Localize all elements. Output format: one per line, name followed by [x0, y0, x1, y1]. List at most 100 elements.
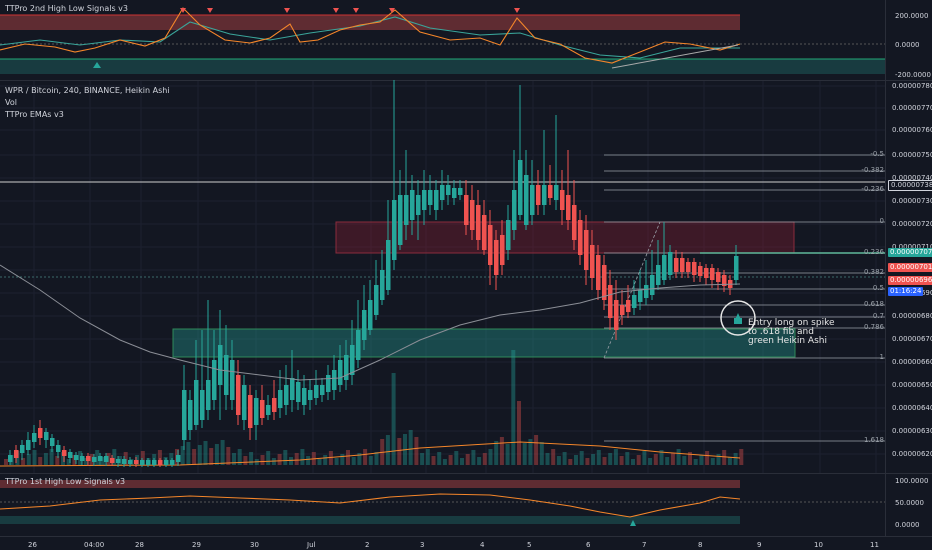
price-axis-tick: 0.00000620: [892, 450, 932, 458]
volume-bar: [140, 451, 145, 465]
entry-highlight-circle: [720, 300, 756, 336]
bearish-candle: [482, 215, 487, 250]
top-indicator-title[interactable]: TTPro 2nd High Low Signals v3: [5, 4, 128, 13]
volume-bar: [21, 458, 26, 465]
bullish-candle: [164, 460, 169, 465]
fib-level-label: 0.382: [863, 268, 884, 276]
time-axis-tick: 3: [420, 541, 425, 549]
time-axis-tick: 29: [192, 541, 201, 549]
bottom-indicator-title[interactable]: TTPro 1st High Low Signals v3: [5, 477, 126, 486]
volume-bar: [562, 452, 567, 465]
volume-bar: [385, 435, 390, 465]
bullish-candle: [56, 445, 61, 452]
time-axis-tick: 9: [757, 541, 762, 549]
bullish-candle: [218, 345, 223, 385]
bearish-candle: [494, 240, 499, 275]
volume-label[interactable]: Vol: [5, 98, 17, 107]
volume-bar: [66, 459, 71, 465]
fib-level-label: 1.618: [863, 436, 884, 444]
bullish-candle: [212, 360, 217, 400]
bearish-candle: [626, 300, 631, 312]
bullish-candle: [524, 175, 529, 225]
bearish-candle: [710, 268, 715, 280]
bullish-candle: [308, 390, 313, 400]
bottom-axis-tick: 100.0000: [895, 477, 929, 485]
volume-bar: [169, 453, 174, 465]
volume-bar: [334, 458, 339, 465]
volume-bar: [505, 444, 510, 465]
volume-bar: [397, 438, 402, 465]
top-indicator-pane[interactable]: [0, 0, 885, 80]
sell-signal-marker: [389, 8, 395, 13]
bullish-candle: [224, 355, 229, 395]
main-symbol-title[interactable]: WPR / Bitcoin, 240, BINANCE, Heikin Ashi: [5, 86, 170, 95]
volume-bar: [591, 454, 596, 465]
bullish-candle: [146, 460, 151, 465]
volume-bar: [613, 449, 618, 465]
volume-bar: [716, 454, 721, 465]
bullish-candle: [554, 185, 559, 200]
volume-bar: [214, 444, 219, 465]
volume-bar: [733, 453, 738, 465]
fib-trend-line: [603, 221, 661, 359]
bullish-candle: [374, 285, 379, 315]
buy-signal-marker: [630, 520, 636, 526]
price-axis-tick: 0.00000670: [892, 335, 932, 343]
bullish-candle: [518, 160, 523, 215]
volume-bar: [636, 455, 641, 465]
bottom-indicator-pane[interactable]: [0, 474, 885, 536]
volume-bar: [363, 449, 368, 465]
bullish-candle: [206, 380, 211, 410]
pane-divider[interactable]: [0, 473, 932, 474]
oversold-zone: [0, 59, 885, 74]
bullish-candle: [434, 190, 439, 210]
time-axis-tick: Jul: [307, 541, 316, 549]
fib-level-label: -0.5: [870, 150, 884, 158]
volume-bar: [460, 458, 464, 465]
volume-bar: [442, 459, 447, 465]
fib-level-label: 0.618: [863, 300, 884, 308]
overbought-zone: [0, 480, 740, 488]
volume-bar: [665, 457, 670, 465]
volume-bar: [545, 453, 550, 465]
bearish-candle: [476, 205, 481, 240]
volume-bar: [579, 451, 584, 465]
volume-bar: [631, 459, 635, 465]
volume-bar: [408, 430, 413, 465]
top-price-axis[interactable]: [885, 0, 932, 80]
volume-bar: [642, 451, 647, 465]
time-axis-tick: 04:00: [84, 541, 105, 549]
price-axis-tick: 0.00000710: [892, 243, 932, 251]
price-axis-tick: 0.00000740: [892, 174, 932, 182]
bullish-candle: [386, 240, 391, 290]
trade-annotation[interactable]: Entry long on spike to .618 fib and gree…: [748, 318, 835, 346]
bullish-candle: [32, 433, 37, 442]
time-axis-tick: 6: [586, 541, 591, 549]
bottom-price-axis[interactable]: [885, 474, 932, 536]
fib-level-label: -0.382: [861, 166, 884, 174]
bearish-candle: [620, 305, 625, 315]
volume-bar: [323, 455, 328, 465]
sell-signal-marker: [180, 8, 186, 13]
volume-bar: [619, 456, 624, 465]
volume-bar: [437, 452, 442, 465]
fib-level-label: 0.7: [872, 312, 884, 320]
bullish-candle: [416, 195, 421, 215]
volume-bar: [727, 457, 732, 465]
volume-bar: [38, 457, 43, 465]
volume-bar: [670, 453, 675, 465]
fib-level-label: 0: [879, 217, 884, 225]
bullish-candle: [542, 185, 547, 205]
volume-bar: [226, 447, 231, 465]
volume-bar: [699, 455, 704, 465]
volume-bar: [209, 448, 214, 465]
pane-divider[interactable]: [0, 80, 932, 81]
price-axis-tick: 0.00000780: [892, 82, 932, 90]
bearish-candle: [470, 200, 475, 230]
volume-bar: [556, 456, 561, 465]
bullish-candle: [392, 200, 397, 260]
ema-indicator-label[interactable]: TTPro EMAs v3: [5, 110, 64, 119]
volume-ma-line: [0, 441, 741, 467]
volume-bar: [448, 455, 453, 465]
